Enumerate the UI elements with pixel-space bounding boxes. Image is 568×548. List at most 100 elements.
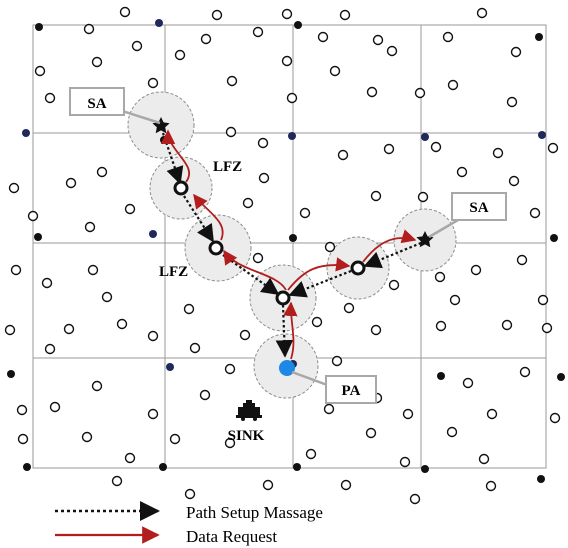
hollow-circle-icon [339,9,351,21]
hollow-circle-icon [442,31,454,43]
hollow-circle-icon [131,40,143,52]
hollow-circle-icon [10,264,22,276]
hollow-circle-icon [519,366,531,378]
legend: Path Setup Massage Data Request [55,501,323,546]
hollow-circle-icon [224,437,236,449]
legend-data-request-label: Data Request [186,527,277,546]
relay-nodes [173,180,366,306]
lfz-label: LFZ [159,264,188,280]
hollow-circle-icon [111,475,123,487]
filled-dot-icon [159,463,167,471]
hollow-circle-icon [305,448,317,460]
filled-dot-icon [535,33,543,41]
hollow-circle-icon [417,191,429,203]
hollow-circle-icon [174,49,186,61]
hollow-circle-icon [435,320,447,332]
hollow-circle-icon [462,377,474,389]
hollow-circle-icon [262,479,274,491]
hollow-circle-icon [242,197,254,209]
hollow-circle-icon [311,316,323,328]
hollow-circle-icon [430,141,442,153]
filled-dot-icon [538,131,546,139]
filled-dot-icon [537,475,545,483]
hollow-circle-icon [239,329,251,341]
hollow-circle-icon [16,404,28,416]
hollow-circle-icon [329,65,341,77]
data-request-arrow [160,129,190,183]
hollow-circle-icon [449,294,461,306]
path-setup-arrow [183,195,214,243]
filled-dot-icon [550,234,558,242]
filled-dot-icon [155,19,163,27]
hollow-circle-icon [331,355,343,367]
filled-dot-icon [294,21,302,29]
hollow-circle-icon [541,322,553,334]
hollow-circle-icon [281,8,293,20]
hollow-circle-icon [529,207,541,219]
hollow-circle-icon [492,147,504,159]
hollow-circle-icon [486,408,498,420]
hollow-circle-icon [87,264,99,276]
hollow-circle-icon [44,92,56,104]
hollow-circle-icon [183,303,195,315]
hollow-circle-icon [200,33,212,45]
hollow-circle-icon [44,343,56,355]
path-setup-arrow [288,269,352,298]
hollow-circle-icon [101,291,113,303]
filled-dot-icon [289,234,297,242]
hollow-circle-icon [184,488,196,500]
hollow-circle-icon [17,433,29,445]
hollow-circle-icon [506,96,518,108]
hollow-circle-icon [343,302,355,314]
hollow-circle-icon [252,252,264,264]
hollow-circle-icon [365,427,377,439]
hollow-circle-icon [4,324,16,336]
filled-dot-icon [35,23,43,31]
filled-dot-icon [34,233,42,241]
hollow-circle-icon [34,65,46,77]
filled-dot-icon [421,133,429,141]
star-icon [152,117,434,248]
hollow-circle-icon [147,77,159,89]
hollow-circle-icon [41,277,53,289]
hollow-circle-icon [84,221,96,233]
hollow-circle-icon [83,23,95,35]
path-setup-arrow [275,304,294,358]
hollow-circle-icon [324,241,336,253]
path-setup-arrow [363,241,422,269]
hollow-circle-icon [65,177,77,189]
bold-ring-icon [350,260,366,276]
filled-dot-icon [557,373,565,381]
hollow-circle-icon [8,182,20,194]
filled-dot-icon [7,370,15,378]
hollow-circle-icon [258,172,270,184]
hollow-circle-icon [340,479,352,491]
hollow-circle-icon [49,401,61,413]
hollow-circle-icon [537,294,549,306]
hollow-circle-icon [257,137,269,149]
legend-path-setup-label: Path Setup Massage [186,503,323,522]
filled-dot-icon [22,129,30,137]
data-request-arrow [283,301,298,360]
data-request-arrow [223,249,287,291]
hollow-circle-icon [366,86,378,98]
callout-sa-right: SA [428,192,507,239]
hollow-circle-icon [501,319,513,331]
filled-dot-icon [23,463,31,471]
bold-ring-icon [208,240,224,256]
callout-sa-left: SA [69,87,161,125]
hollow-circle-icon [414,87,426,99]
hollow-circle-icon [547,142,559,154]
hollow-circle-icon [252,26,264,38]
hollow-circle-icon [225,126,237,138]
bold-ring-icon [173,180,189,196]
hollow-circle-icon [299,207,311,219]
hollow-circle-icon [446,426,458,438]
sa-label: SA [469,200,488,216]
hollow-circle-icon [409,493,421,505]
hollow-circle-icon [383,143,395,155]
hollow-circle-icon [470,264,482,276]
path-arrows [160,129,422,360]
hollow-circle-icon [399,456,411,468]
filled-dot-icon [288,132,296,140]
